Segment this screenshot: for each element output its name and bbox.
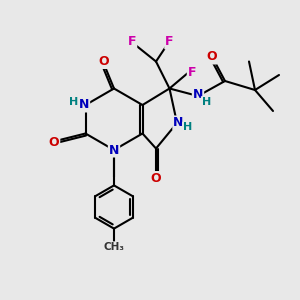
Text: O: O	[151, 172, 161, 185]
Text: H: H	[202, 97, 211, 107]
Text: F: F	[165, 35, 174, 49]
Text: CH₃: CH₃	[103, 242, 124, 252]
Text: F: F	[188, 65, 196, 79]
Text: N: N	[173, 116, 184, 130]
Text: N: N	[193, 88, 203, 101]
Text: N: N	[79, 98, 89, 112]
Text: N: N	[109, 143, 119, 157]
Text: F: F	[128, 35, 136, 49]
Text: O: O	[49, 136, 59, 149]
Text: H: H	[183, 122, 192, 133]
Text: H: H	[70, 97, 79, 107]
Text: O: O	[98, 55, 109, 68]
Text: O: O	[206, 50, 217, 64]
